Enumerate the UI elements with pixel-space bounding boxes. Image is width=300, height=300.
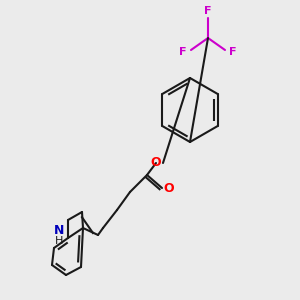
Text: H: H (55, 236, 63, 246)
Text: O: O (164, 182, 174, 194)
Text: N: N (54, 224, 64, 236)
Text: F: F (204, 6, 212, 16)
Text: F: F (179, 47, 187, 57)
Text: O: O (151, 157, 161, 169)
Text: F: F (229, 47, 237, 57)
